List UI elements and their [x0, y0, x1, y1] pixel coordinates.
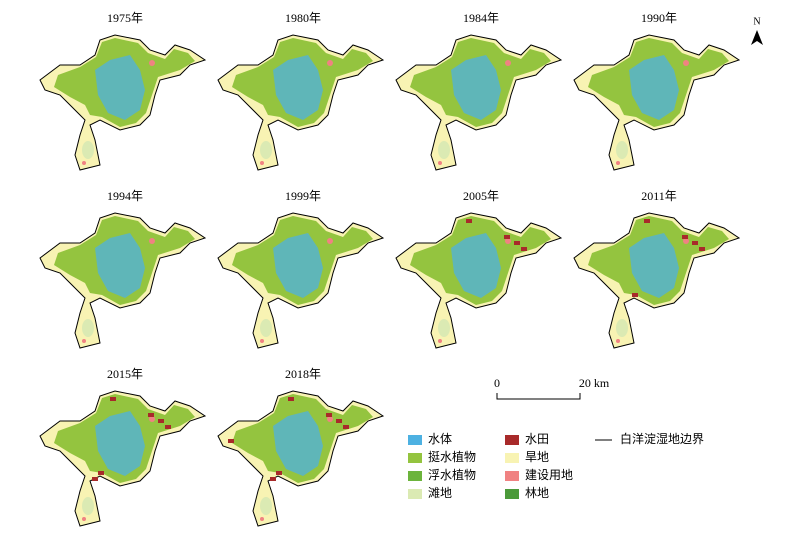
- scale-line: [496, 393, 581, 400]
- legend-label: 挺水植物: [428, 449, 476, 464]
- paddy-patch: [165, 425, 171, 429]
- wetland-map: [574, 35, 739, 170]
- north-arrow-shape: [751, 30, 763, 45]
- paddy-patch: [644, 219, 650, 223]
- wetland-map: [40, 213, 205, 348]
- wetland-map: [396, 213, 561, 348]
- panel-title: 1994年: [107, 189, 143, 203]
- scale-end: 20 km: [579, 376, 610, 390]
- paddy-patch: [521, 247, 527, 251]
- paddy-patch: [98, 471, 104, 475]
- legend-label: 浮水植物: [428, 467, 476, 482]
- paddy-patch: [514, 241, 520, 245]
- legend-label: 建设用地: [525, 468, 573, 482]
- legend-swatch: [505, 435, 519, 445]
- map-panels: 1975年 1980年 1984年 1990年 1994年 1999年 2005年 2011年…: [40, 11, 739, 526]
- legend-swatch: [505, 489, 519, 499]
- panel-title: 2018年: [285, 367, 321, 381]
- legend-swatch: [408, 489, 422, 499]
- panel-title: 1990年: [641, 11, 677, 25]
- legend-swatch: [408, 435, 422, 445]
- paddy-patch: [682, 235, 688, 239]
- panel-title: 2015年: [107, 367, 143, 381]
- map-panel: 2015年: [40, 367, 205, 526]
- map-panel: 1999年: [218, 189, 383, 348]
- legend-swatch: [505, 453, 519, 463]
- paddy-patch: [158, 419, 164, 423]
- wetland-map: [218, 391, 383, 526]
- paddy-patch: [326, 413, 332, 417]
- map-panel: 1990年: [574, 11, 739, 170]
- panel-title: 1984年: [463, 11, 499, 25]
- paddy-patch: [288, 397, 294, 401]
- legend-swatch: [408, 453, 422, 463]
- legend-label: 旱地: [525, 450, 549, 464]
- paddy-patch: [92, 477, 98, 481]
- paddy-patch: [343, 425, 349, 429]
- wetland-map: [218, 35, 383, 170]
- paddy-patch: [336, 419, 342, 423]
- panel-title: 1975年: [107, 11, 143, 25]
- map-panel: 1994年: [40, 189, 205, 348]
- map-panel: 1984年: [396, 11, 561, 170]
- scale-bar: 0 20 km: [494, 376, 610, 400]
- boundary-label: 白洋淀湿地边界: [620, 431, 704, 446]
- scale-start: 0: [494, 376, 500, 390]
- map-panel: 2011年: [574, 189, 739, 348]
- legend-label: 滩地: [428, 486, 452, 500]
- panel-title: 2011年: [641, 189, 677, 203]
- legend-label: 水体: [428, 432, 452, 446]
- north-label: N: [753, 16, 760, 27]
- paddy-patch: [148, 413, 154, 417]
- legend-label: 水田: [525, 432, 549, 446]
- legend-label: 林地: [525, 486, 549, 500]
- paddy-patch: [466, 219, 472, 223]
- paddy-patch: [276, 471, 282, 475]
- wetland-map: [218, 213, 383, 348]
- paddy-patch: [228, 439, 234, 443]
- wetland-map: [574, 213, 739, 348]
- map-panel: 2018年: [218, 367, 383, 526]
- north-arrow: N: [751, 16, 763, 45]
- wetland-map: [396, 35, 561, 170]
- paddy-patch: [110, 397, 116, 401]
- legend-swatch: [408, 471, 422, 481]
- paddy-patch: [699, 247, 705, 251]
- paddy-patch: [632, 293, 638, 297]
- wetland-map: [40, 391, 205, 526]
- paddy-patch: [504, 235, 510, 239]
- panel-title: 1980年: [285, 11, 321, 25]
- panel-title: 2005年: [463, 189, 499, 203]
- wetland-map: [40, 35, 205, 170]
- map-panel: 2005年: [396, 189, 561, 348]
- panel-title: 1999年: [285, 189, 321, 203]
- map-panel: 1975年: [40, 11, 205, 170]
- paddy-patch: [692, 241, 698, 245]
- map-panel: 1980年: [218, 11, 383, 170]
- legend-swatch: [505, 471, 519, 481]
- paddy-patch: [270, 477, 276, 481]
